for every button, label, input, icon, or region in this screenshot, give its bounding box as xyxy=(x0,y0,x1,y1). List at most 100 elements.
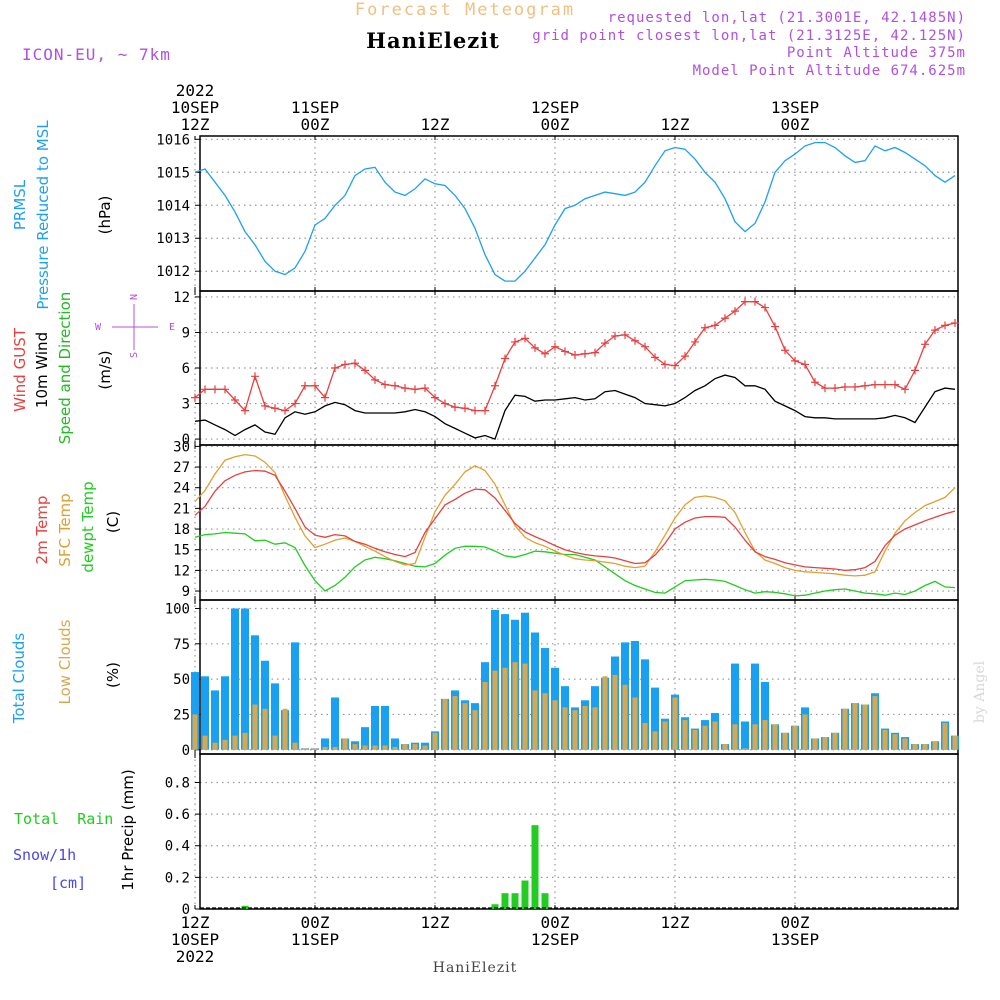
gust-marker xyxy=(861,381,869,390)
y-tick-label: 1013 xyxy=(156,231,190,247)
gust-marker xyxy=(741,297,749,306)
time-label-top: 00Z xyxy=(541,115,570,134)
gust-marker xyxy=(451,403,459,412)
rain-bar xyxy=(491,904,499,909)
gust-marker xyxy=(191,393,199,402)
direction-legend: N S W E xyxy=(95,294,175,358)
low-clouds-bar xyxy=(952,735,958,750)
low-clouds-bar xyxy=(612,674,618,750)
gust-title: Wind GUST xyxy=(11,327,29,412)
low-clouds-bar xyxy=(372,745,378,750)
low-clouds-bar xyxy=(882,729,888,750)
low-clouds-bar xyxy=(442,698,448,750)
low-clouds-bar xyxy=(382,745,388,750)
y-tick-label: 1014 xyxy=(156,198,190,214)
gust-marker xyxy=(901,385,909,394)
time-label-top: 10SEP xyxy=(171,98,219,117)
low-clouds-bar xyxy=(732,724,738,750)
total-clouds-bar xyxy=(191,672,199,750)
y-tick-label: 3 xyxy=(182,397,190,413)
low-clouds-bar xyxy=(892,734,898,750)
total-clouds-bar xyxy=(241,608,249,750)
low-clouds-bar xyxy=(242,732,248,750)
gust-marker xyxy=(771,322,779,331)
time-label-bottom: 00Z xyxy=(541,913,570,932)
gust-marker xyxy=(621,330,629,339)
low-clouds-bar xyxy=(792,725,798,750)
low-clouds-bar xyxy=(762,720,768,750)
gust-marker xyxy=(211,385,219,394)
gust-marker xyxy=(841,382,849,391)
gust-marker xyxy=(881,380,889,389)
total-clouds-bar xyxy=(231,608,239,750)
dewpt-title: dewpt Temp xyxy=(79,481,97,572)
gust-marker xyxy=(541,349,549,358)
low-clouds-bar xyxy=(542,693,548,750)
gust-marker xyxy=(371,375,379,384)
low-clouds-bar xyxy=(282,708,288,750)
y-tick-label: 0.8 xyxy=(165,775,190,791)
total-clouds-bar xyxy=(221,676,229,750)
gust-marker xyxy=(471,406,479,415)
wind10m-title: 10m Wind xyxy=(33,332,51,408)
y-tick-label: 75 xyxy=(173,637,190,653)
low-clouds-bar xyxy=(692,729,698,750)
low-clouds-bar xyxy=(252,704,258,750)
y-tick-label: 0 xyxy=(182,743,190,759)
gust-marker xyxy=(251,372,259,381)
grid-coords: grid point closest lon,lat (21.3125E, 42… xyxy=(532,28,966,44)
low-clouds-bar xyxy=(772,724,778,750)
gust-marker xyxy=(301,381,309,390)
y-tick-label: 21 xyxy=(173,501,190,517)
gust-marker xyxy=(461,404,469,413)
watermark: by Angel xyxy=(972,660,988,723)
gust-marker xyxy=(341,360,349,369)
gust-marker xyxy=(381,380,389,389)
time-label-top: 12Z xyxy=(181,115,210,134)
pressure-panel: PRMSL Pressure Reduced to MSL (hPa) 1012… xyxy=(11,120,959,310)
pressure-unit: (hPa) xyxy=(96,196,114,235)
low-clouds-bar xyxy=(492,670,498,750)
y-tick-label: 0.4 xyxy=(165,839,190,855)
low-clouds-bar xyxy=(552,700,558,750)
low-clouds-bar xyxy=(822,737,828,750)
low-clouds-bar xyxy=(742,748,748,750)
gust-marker xyxy=(571,350,579,359)
time-label-top: 12Z xyxy=(421,115,450,134)
total-clouds-bar xyxy=(361,727,369,750)
low-clouds-bar xyxy=(812,738,818,750)
time-label-bottom: 12Z xyxy=(661,913,690,932)
sfc-temp-line xyxy=(194,453,956,577)
snow-unit: [cm] xyxy=(50,874,86,892)
y-tick-label: 25 xyxy=(173,707,190,723)
clouds-unit: (%) xyxy=(104,662,122,688)
gust-marker xyxy=(941,321,949,330)
gust-marker xyxy=(851,382,859,391)
gust-marker xyxy=(261,401,269,410)
total-clouds-bar xyxy=(391,738,399,750)
dewpt-line xyxy=(194,531,956,597)
gust-marker xyxy=(781,346,789,355)
low-clouds-bar xyxy=(522,663,528,750)
low-clouds-bar xyxy=(932,741,938,750)
low-clouds-bar xyxy=(562,707,568,750)
low-clouds-bar xyxy=(682,720,688,750)
gust-marker xyxy=(601,339,609,348)
total-clouds-bar xyxy=(271,683,279,750)
model-altitude: Model Point Altitude 674.625m xyxy=(693,63,966,79)
gust-marker xyxy=(551,342,559,351)
gust-marker xyxy=(731,307,739,316)
low-clouds-bar xyxy=(202,735,208,750)
gust-marker xyxy=(811,378,819,387)
gust-marker xyxy=(531,343,539,352)
total-clouds-bar xyxy=(251,635,259,750)
low-clouds-bar xyxy=(222,739,228,750)
time-label-top: 00Z xyxy=(301,115,330,134)
y-tick-label: 12 xyxy=(173,563,190,579)
gust-marker xyxy=(631,336,639,345)
low-clouds-bar xyxy=(642,722,648,750)
gust-marker xyxy=(481,406,489,415)
gust-marker xyxy=(801,360,809,369)
point-altitude: Point Altitude 375m xyxy=(787,45,966,61)
y-tick-label: 24 xyxy=(173,481,190,497)
